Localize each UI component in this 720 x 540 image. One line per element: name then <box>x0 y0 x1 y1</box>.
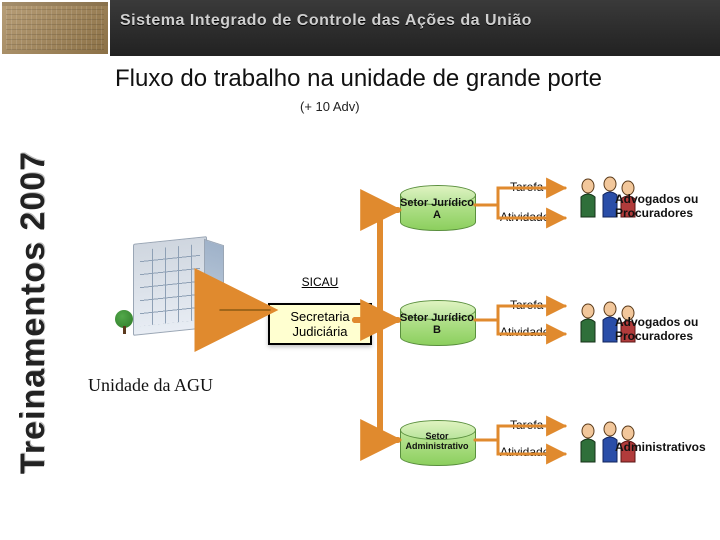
atividade-label-2: Atividade <box>500 325 549 339</box>
atividade-label-1: Atividade <box>500 210 549 224</box>
sector-admin-label: Setor Administrativo <box>400 432 474 452</box>
unit-label: Unidade da AGU <box>88 375 213 396</box>
sicau-group: SICAU Secretaria Judiciária <box>260 275 380 345</box>
atividade-label-3: Atividade <box>500 445 549 459</box>
people-label-2: Advogados ou Procuradores <box>615 315 720 343</box>
sector-a-label: Setor Jurídico A <box>400 197 474 221</box>
tarefa-label-1: Tarefa <box>510 180 543 194</box>
sidebar: Treinamentos 2007 <box>10 110 58 515</box>
tree-icon <box>223 304 241 322</box>
page-subtitle: (+ 10 Adv) <box>300 99 360 114</box>
tarefa-label-2: Tarefa <box>510 298 543 312</box>
sicau-title: SICAU <box>260 275 380 289</box>
sidebar-label: Treinamentos 2007 <box>15 151 54 474</box>
people-label-1: Advogados ou Procuradores <box>615 192 720 220</box>
unit-illustration <box>105 240 245 360</box>
page-title: Fluxo do trabalho na unidade de grande p… <box>115 65 602 93</box>
tarefa-label-3: Tarefa <box>510 418 543 432</box>
tree-icon <box>115 310 133 328</box>
header-logo <box>0 0 110 56</box>
sector-b-label: Setor Jurídico B <box>400 312 474 336</box>
building-front <box>133 236 207 336</box>
people-label-3: Administrativos <box>615 440 720 454</box>
header-title: Sistema Integrado de Controle das Ações … <box>120 12 710 30</box>
sicau-box: Secretaria Judiciária <box>268 303 372 345</box>
header: Sistema Integrado de Controle das Ações … <box>0 0 720 56</box>
